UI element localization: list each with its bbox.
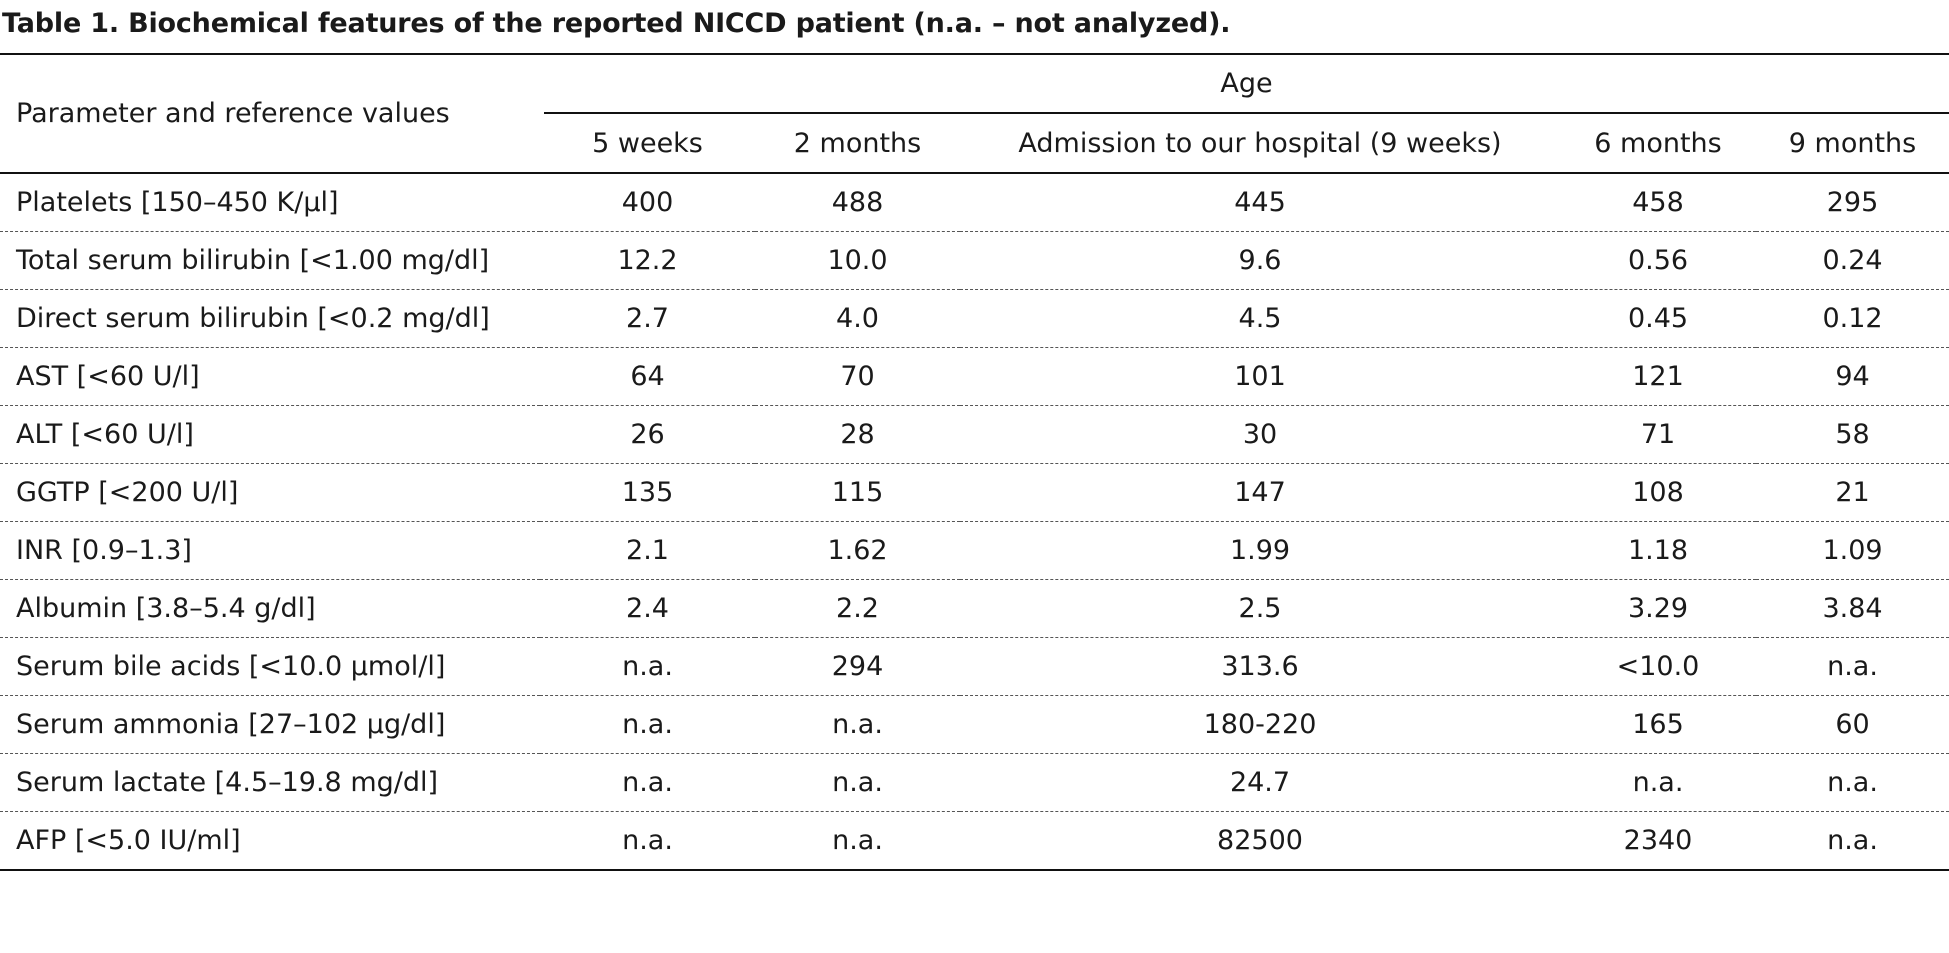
row-value: 147 [960,463,1560,522]
row-value: 135 [540,463,755,522]
row-parameter: AST [<60 U/l] [0,347,540,406]
row-value: 10.0 [755,231,960,290]
row-value: 82500 [1217,825,1303,856]
row-value: 1.99 [960,521,1560,580]
row-value: 1.09 [1756,521,1949,580]
row-value: 24.7 [960,753,1560,812]
row-value: n.a. [540,637,755,696]
row-value: 1.18 [1560,521,1756,580]
table-row: Serum bile acids [<10.0 µmol/l] n.a. 294 31… [0,637,1949,696]
age-header: Age [540,54,1949,114]
row-value: 28 [755,405,960,464]
row-value: 9.6 [960,231,1560,290]
row-value: 1.62 [755,521,960,580]
row-parameter: Albumin [3.8–5.4 g/dl] [0,579,540,638]
row-value: n.a. [1756,637,1949,696]
row-value: 2.7 [540,289,755,348]
row-parameter: INR [0.9–1.3] [0,521,540,580]
row-value: 3.84 [1756,579,1949,638]
row-value: 0.45 [1560,289,1756,348]
parameter-header: Parameter and reference values [0,54,540,174]
row-value: 2.5 [960,579,1560,638]
table-row: Serum lactate [4.5–19.8 mg/dl] n.a. n.a. 24… [0,753,1949,812]
row-parameter: GGTP [<200 U/l] [0,463,540,522]
row-value: 2340 [1623,825,1693,856]
row-value: 2.4 [540,579,755,638]
column-header-admission: Admission to our hospital (9 weeks) [960,114,1560,174]
row-value: 58 [1756,405,1949,464]
row-value: n.a. [540,695,755,754]
row-value: 295 [1756,173,1949,232]
row-value: n.a. [622,825,673,856]
row-value: n.a. [832,825,883,856]
table-row: Platelets [150–450 K/µl] 400 488 445 458 295 [0,173,1949,232]
row-parameter: Platelets [150–450 K/µl] [0,173,540,232]
row-value: 12.2 [540,231,755,290]
header-row-group: Parameter and reference values Age [0,54,1949,174]
table-row: Total serum bilirubin [<1.00 mg/dl] 12.2 1… [0,231,1949,290]
row-value: n.a. [755,695,960,754]
table-row: Albumin [3.8–5.4 g/dl] 2.4 2.2 2.5 3.29 3.84 [0,579,1949,638]
row-value: 60 [1756,695,1949,754]
row-value: n.a. [1756,753,1949,812]
row-value: 121 [1560,347,1756,406]
table-row: AFP [<5.0 IU/ml] n.a. n.a. 82500 2340 n.a. [0,812,1949,871]
row-value: 21 [1756,463,1949,522]
header-row-columns: 5 weeks 2 months Admission to our hospit… [0,114,1949,174]
column-header-9-months: 9 months [1756,114,1949,174]
row-value: 180-220 [960,695,1560,754]
table-caption: Table 1. Biochemical features of the rep… [2,8,1231,39]
table-row: Direct serum bilirubin [<0.2 mg/dl] 2.7 4.… [0,289,1949,348]
row-parameter: Serum bile acids [<10.0 µmol/l] [0,637,540,696]
table-row: Serum ammonia [27–102 µg/dl] n.a. n.a. 180-… [0,695,1949,754]
age-header-label: Age [544,55,1949,114]
row-parameter: Serum ammonia [27–102 µg/dl] [0,695,540,754]
column-header-6-months: 6 months [1560,114,1756,174]
row-value: 0.12 [1756,289,1949,348]
row-value: 445 [960,173,1560,232]
row-value: 26 [540,405,755,464]
row-value: 3.29 [1560,579,1756,638]
row-value: 64 [540,347,755,406]
row-value: 165 [1560,695,1756,754]
row-value: <10.0 [1560,637,1756,696]
table-row: INR [0.9–1.3] 2.1 1.62 1.99 1.18 1.09 [0,521,1949,580]
row-parameter: Serum lactate [4.5–19.8 mg/dl] [0,753,540,812]
row-value: 2.1 [540,521,755,580]
row-value: n.a. [1560,753,1756,812]
row-parameter: AFP [<5.0 IU/ml] [16,825,241,856]
table-row: ALT [<60 U/l] 26 28 30 71 58 [0,405,1949,464]
row-value: 71 [1560,405,1756,464]
table-body: Platelets [150–450 K/µl] 400 488 445 458 295 T… [0,173,1949,870]
table-row: GGTP [<200 U/l] 135 115 147 108 21 [0,463,1949,522]
row-value: n.a. [540,753,755,812]
row-value: 4.0 [755,289,960,348]
row-value: 30 [960,405,1560,464]
row-value: 4.5 [960,289,1560,348]
column-header-2-months: 2 months [755,114,960,174]
row-value: 400 [540,173,755,232]
row-value: 294 [755,637,960,696]
row-value: 0.24 [1756,231,1949,290]
row-value: n.a. [1827,825,1878,856]
row-value: 101 [960,347,1560,406]
row-value: 313.6 [960,637,1560,696]
row-value: 70 [755,347,960,406]
row-value: 0.56 [1560,231,1756,290]
column-header-5-weeks: 5 weeks [540,114,755,174]
row-value: 2.2 [755,579,960,638]
row-parameter: Direct serum bilirubin [<0.2 mg/dl] [0,289,540,348]
biochemical-table: Parameter and reference values Age 5 wee… [0,53,1949,871]
table-row: AST [<60 U/l] 64 70 101 121 94 [0,347,1949,406]
row-parameter: ALT [<60 U/l] [0,405,540,464]
row-value: 488 [755,173,960,232]
row-value: 115 [755,463,960,522]
row-value: 94 [1756,347,1949,406]
row-value: n.a. [755,753,960,812]
row-value: 458 [1560,173,1756,232]
row-value: 108 [1560,463,1756,522]
row-parameter: Total serum bilirubin [<1.00 mg/dl] [0,231,540,290]
